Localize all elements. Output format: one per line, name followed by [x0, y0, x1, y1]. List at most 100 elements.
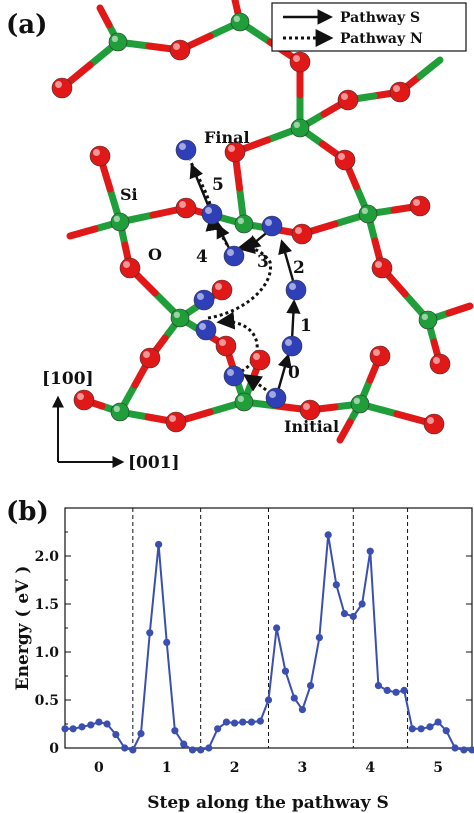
energy-point: [112, 730, 120, 739]
energy-point: [281, 667, 290, 675]
pathway-n-seg-3: [207, 236, 273, 320]
silicon-atom: [110, 212, 130, 232]
energy-point: [392, 688, 400, 696]
bond: [96, 4, 113, 29]
oxygen-atom: [119, 257, 141, 279]
y-tick-label: 1.0: [35, 645, 60, 661]
x-axis-ticks: 0 1 2 3 4 5: [94, 760, 443, 776]
pathway-s-step-1: [286, 299, 301, 341]
diffusing-atoms: [175, 139, 307, 409]
diffusing-atom: [195, 319, 217, 341]
step-number-3: 3: [257, 252, 269, 272]
oxygen-atom: [89, 145, 111, 167]
energy-series: [61, 531, 474, 754]
x-tick-label: 5: [433, 760, 443, 776]
diffusing-atom: [265, 387, 287, 409]
energy-point: [87, 721, 95, 729]
diffusing-atom: [201, 203, 223, 225]
oxygen-atom: [389, 81, 411, 103]
legend-pathway-n: Pathway N: [340, 31, 423, 47]
energy-point: [180, 740, 188, 748]
lattice-atoms: [51, 12, 451, 435]
oxygen-atom: [299, 399, 321, 421]
diffusing-atom: [285, 279, 307, 301]
panel-b-label: (b): [6, 497, 49, 527]
energy-point: [315, 634, 323, 642]
oxygen-atom: [215, 335, 237, 357]
y-axis-label: Energy ( eV ): [13, 566, 33, 691]
oxygen-atom: [51, 77, 73, 99]
energy-point: [78, 723, 86, 731]
energy-point: [358, 600, 366, 608]
oxygen-atom: [291, 223, 313, 245]
y-tick-label: 0: [49, 741, 59, 757]
pathway-n-seg-2: [216, 311, 259, 376]
oxygen-atom: [169, 39, 191, 61]
pathway-n-seg-5: [188, 159, 212, 205]
legend: Pathway S Pathway N: [271, 2, 467, 52]
silicon-atom: [418, 310, 438, 330]
diffusing-atom: [193, 289, 215, 311]
energy-point: [451, 744, 459, 752]
step-number-0: 0: [288, 363, 300, 383]
energy-point: [442, 727, 450, 735]
energy-point: [129, 746, 137, 754]
crystal-axes: [100] [001]: [42, 369, 180, 473]
oxygen-atom: [249, 349, 271, 371]
energy-point: [417, 725, 425, 733]
o-atom-label: O: [148, 245, 162, 264]
energy-point: [290, 694, 298, 702]
energy-point: [222, 718, 231, 726]
initial-state-label: Initial: [284, 417, 339, 436]
oxygen-atom: [409, 195, 431, 217]
energy-point: [460, 746, 468, 754]
energy-point: [239, 718, 247, 726]
panel-a: (a) 5 4 3 2 1: [6, 0, 474, 473]
silicon-atom: [290, 118, 310, 138]
x-axis-label: Step along the pathway S: [147, 793, 389, 813]
step-number-5: 5: [212, 175, 224, 195]
energy-point: [408, 725, 416, 733]
final-state-label: Final: [204, 128, 250, 147]
oxygen-atom: [369, 345, 391, 367]
energy-point: [61, 725, 69, 733]
y-tick-label: 1.5: [35, 597, 59, 613]
oxygen-atom: [73, 389, 95, 411]
energy-point: [306, 682, 315, 690]
pathway-n-seg-1: [243, 374, 277, 400]
energy-point: [468, 746, 474, 754]
energy-point: [155, 540, 163, 549]
x-tick-label: 2: [230, 760, 240, 776]
silicon-atom: [108, 32, 128, 52]
x-tick-label: 3: [298, 760, 308, 776]
pathway-s-step-2: [278, 239, 296, 285]
energy-point: [69, 725, 77, 733]
panel-a-label: (a): [6, 10, 47, 40]
pathway-n-seg-4: [205, 212, 234, 257]
oxygen-atom: [211, 279, 233, 301]
energy-point: [264, 696, 273, 704]
silicon-atom: [234, 214, 254, 234]
diffusing-atom: [261, 215, 283, 237]
silicon-atom: [234, 392, 254, 412]
energy-point: [103, 720, 111, 728]
energy-point: [340, 610, 349, 618]
y-tick-label: 0.5: [35, 693, 59, 709]
step-number-2: 2: [293, 258, 305, 278]
energy-point: [214, 725, 222, 733]
silicon-atom: [170, 308, 190, 328]
oxygen-atom: [224, 141, 246, 163]
energy-point: [273, 624, 281, 632]
energy-point: [163, 638, 171, 647]
silicon-atom: [230, 12, 250, 32]
bond: [66, 225, 99, 240]
axis-001-label: [001]: [128, 453, 180, 473]
diffusing-atom: [223, 365, 245, 387]
oxygen-atom: [289, 51, 311, 73]
oxygen-atom: [165, 411, 187, 433]
energy-point: [205, 744, 213, 752]
legend-pathway-s: Pathway S: [340, 10, 420, 26]
oxygen-atom: [175, 197, 197, 219]
panel-b: (b) 0 0.5 1.0 1.5 2.0 0 1 2 3 4 5 Step along the …: [6, 497, 474, 813]
